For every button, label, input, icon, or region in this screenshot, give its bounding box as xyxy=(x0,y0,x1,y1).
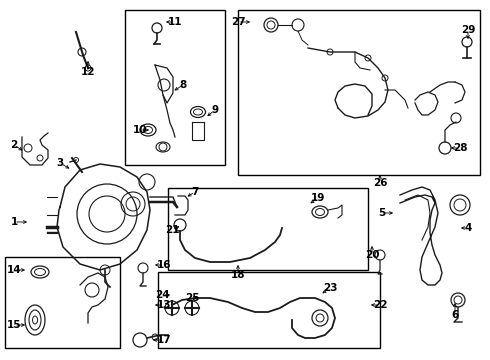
Text: 26: 26 xyxy=(373,178,387,188)
Text: 4: 4 xyxy=(465,223,472,233)
Text: 7: 7 xyxy=(191,187,198,197)
Text: 8: 8 xyxy=(179,80,187,90)
Text: 12: 12 xyxy=(81,67,95,77)
Text: 9: 9 xyxy=(212,105,219,115)
Bar xyxy=(158,272,380,348)
Text: 13: 13 xyxy=(157,300,171,310)
Text: 16: 16 xyxy=(157,260,171,270)
Bar xyxy=(5,257,120,348)
Text: 6: 6 xyxy=(451,310,459,320)
Text: 2: 2 xyxy=(10,140,18,150)
Text: 29: 29 xyxy=(461,25,475,35)
Text: 1: 1 xyxy=(10,217,18,227)
Text: 15: 15 xyxy=(7,320,21,330)
Text: 20: 20 xyxy=(365,250,379,260)
Bar xyxy=(125,10,225,165)
Text: 14: 14 xyxy=(7,265,21,275)
Bar xyxy=(238,10,480,175)
Text: 25: 25 xyxy=(185,293,199,303)
Text: 24: 24 xyxy=(155,290,170,300)
Text: 17: 17 xyxy=(157,335,172,345)
Text: 28: 28 xyxy=(453,143,467,153)
Text: 3: 3 xyxy=(56,158,64,168)
Text: 10: 10 xyxy=(133,125,147,135)
Text: 22: 22 xyxy=(373,300,387,310)
Text: 21: 21 xyxy=(165,225,179,235)
Text: 18: 18 xyxy=(231,270,245,280)
Text: 11: 11 xyxy=(168,17,182,27)
Text: 23: 23 xyxy=(323,283,337,293)
Text: 27: 27 xyxy=(231,17,245,27)
Bar xyxy=(168,188,368,270)
Text: 5: 5 xyxy=(378,208,386,218)
Text: 19: 19 xyxy=(311,193,325,203)
